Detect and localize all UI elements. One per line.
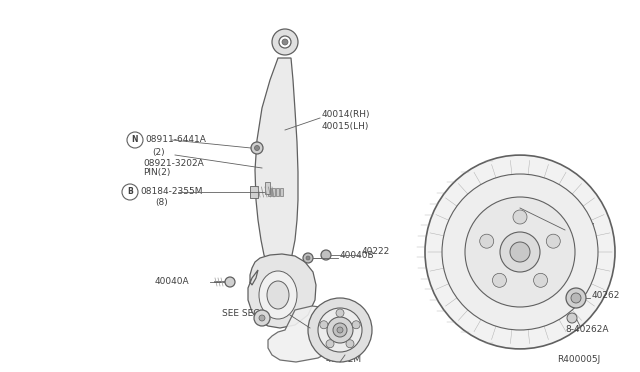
Ellipse shape: [510, 242, 530, 262]
Circle shape: [318, 308, 362, 352]
Circle shape: [327, 317, 353, 343]
Text: SEE SEC.440: SEE SEC.440: [222, 308, 280, 317]
Polygon shape: [248, 254, 316, 328]
Text: 40040A: 40040A: [155, 278, 189, 286]
Text: PIN(2): PIN(2): [143, 169, 170, 177]
Ellipse shape: [259, 271, 297, 319]
Circle shape: [255, 145, 259, 151]
Text: 40014(RH): 40014(RH): [322, 110, 371, 119]
Ellipse shape: [442, 174, 598, 330]
Circle shape: [259, 315, 265, 321]
Circle shape: [320, 321, 328, 329]
Text: 40207: 40207: [567, 224, 595, 232]
Circle shape: [571, 293, 581, 303]
Circle shape: [254, 310, 270, 326]
Circle shape: [306, 256, 310, 260]
Text: 08921-3202A: 08921-3202A: [143, 158, 204, 167]
Text: B: B: [127, 187, 133, 196]
FancyBboxPatch shape: [265, 182, 270, 194]
FancyBboxPatch shape: [268, 188, 271, 196]
Circle shape: [279, 36, 291, 48]
Circle shape: [352, 321, 360, 329]
Text: R400005J: R400005J: [557, 356, 600, 365]
Circle shape: [282, 39, 288, 45]
Ellipse shape: [425, 155, 615, 349]
Text: (2): (2): [152, 148, 164, 157]
Circle shape: [127, 132, 143, 148]
Text: 40015(LH): 40015(LH): [322, 122, 369, 131]
Polygon shape: [268, 306, 342, 362]
Polygon shape: [255, 58, 298, 272]
Ellipse shape: [465, 197, 575, 307]
Circle shape: [346, 340, 354, 348]
Circle shape: [251, 142, 263, 154]
Circle shape: [303, 253, 313, 263]
Ellipse shape: [267, 281, 289, 309]
Circle shape: [321, 250, 331, 260]
Circle shape: [333, 323, 347, 337]
Circle shape: [547, 234, 560, 248]
Text: N: N: [132, 135, 138, 144]
Circle shape: [336, 309, 344, 317]
Circle shape: [272, 29, 298, 55]
FancyBboxPatch shape: [272, 188, 275, 196]
Circle shape: [326, 340, 334, 348]
Circle shape: [534, 273, 548, 287]
Circle shape: [492, 273, 506, 287]
FancyBboxPatch shape: [280, 188, 283, 196]
Circle shape: [566, 288, 586, 308]
Circle shape: [337, 327, 343, 333]
Ellipse shape: [500, 232, 540, 272]
Text: 40202M: 40202M: [326, 356, 362, 365]
Circle shape: [225, 277, 235, 287]
Circle shape: [513, 210, 527, 224]
Text: 8-40262A: 8-40262A: [565, 326, 609, 334]
Text: 40222: 40222: [362, 247, 390, 257]
Circle shape: [122, 184, 138, 200]
FancyBboxPatch shape: [276, 188, 279, 196]
Circle shape: [480, 234, 493, 248]
Circle shape: [567, 313, 577, 323]
Circle shape: [308, 298, 372, 362]
Text: 08911-6441A: 08911-6441A: [145, 135, 206, 144]
Text: 08184-2355M: 08184-2355M: [140, 187, 202, 196]
Text: (8): (8): [155, 199, 168, 208]
Text: 40040B: 40040B: [340, 250, 374, 260]
Text: 40262: 40262: [592, 291, 620, 299]
FancyBboxPatch shape: [250, 186, 258, 198]
